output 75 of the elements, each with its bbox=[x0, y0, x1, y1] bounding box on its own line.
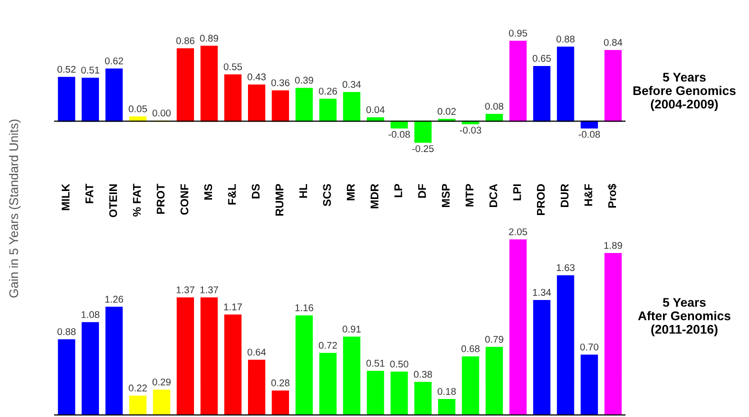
data-label: 0.05 bbox=[128, 105, 147, 112]
data-label: -0.03 bbox=[460, 126, 482, 134]
data-label: 0.08 bbox=[485, 102, 504, 110]
x-tick-label: Pro$ bbox=[608, 184, 617, 208]
data-label: 0.04 bbox=[366, 106, 385, 114]
data-label: 0.51 bbox=[81, 66, 100, 74]
data-label: -0.08 bbox=[578, 130, 600, 138]
x-tick-label: % FAT bbox=[132, 184, 141, 217]
data-label: 0.62 bbox=[105, 57, 124, 64]
data-label: 0.86 bbox=[176, 37, 194, 44]
x-tick-label: MDR bbox=[370, 184, 378, 208]
data-label: 0.00 bbox=[152, 110, 171, 116]
data-label: 0.28 bbox=[271, 379, 290, 386]
data-label: 2.05 bbox=[509, 228, 528, 236]
x-tick-label: LPI bbox=[513, 184, 521, 200]
data-label: 1.26 bbox=[105, 296, 124, 303]
x-tick-label: HL bbox=[299, 184, 308, 198]
data-label: 0.64 bbox=[248, 348, 266, 356]
data-label: 1.16 bbox=[295, 304, 314, 312]
data-label: 0.65 bbox=[532, 54, 551, 62]
data-label: 0.26 bbox=[318, 88, 337, 95]
x-tick-label: MTP bbox=[466, 184, 474, 206]
x-tick-label: DS bbox=[252, 184, 260, 198]
data-label: 0.79 bbox=[485, 336, 504, 343]
data-label: 1.63 bbox=[556, 264, 575, 272]
data-label: 0.39 bbox=[295, 76, 314, 84]
text: 5 Years Before Genomics (2004-2009) bbox=[633, 72, 736, 112]
y-axis-title: Gain in 5 Years (Standard Units) bbox=[8, 120, 21, 298]
data-label: 0.70 bbox=[580, 344, 598, 350]
x-tick-label: MSP bbox=[442, 184, 450, 207]
data-label: 0.91 bbox=[342, 326, 361, 333]
x-tick-label: MS bbox=[204, 184, 212, 200]
data-label: 0.95 bbox=[508, 30, 528, 37]
data-label: 1.37 bbox=[176, 286, 194, 294]
data-label: 0.88 bbox=[57, 328, 76, 336]
data-label: 0.02 bbox=[438, 108, 456, 115]
data-label: 0.22 bbox=[128, 384, 147, 392]
data-label: -0.08 bbox=[388, 130, 410, 138]
data-label: 0.88 bbox=[556, 36, 575, 42]
x-tick-label: PROT bbox=[156, 184, 165, 214]
text: 5 Years After Genomics (2011-2016) bbox=[638, 298, 730, 336]
data-label: 1.17 bbox=[224, 304, 242, 310]
x-tick-label: DUR bbox=[560, 184, 569, 207]
x-tick-label: DCA bbox=[489, 184, 498, 207]
data-label: 0.51 bbox=[366, 360, 384, 367]
data-label: 0.89 bbox=[200, 34, 218, 42]
data-label: 0.68 bbox=[461, 345, 480, 352]
data-label: 0.29 bbox=[152, 378, 171, 386]
data-label: 0.84 bbox=[604, 38, 622, 46]
x-tick-label: MILK bbox=[62, 184, 70, 210]
data-label: 0.50 bbox=[390, 360, 408, 368]
x-tick-label: MR bbox=[346, 184, 355, 200]
data-label: 0.72 bbox=[318, 342, 337, 349]
data-label: 1.08 bbox=[82, 311, 100, 318]
x-tick-label: CONF bbox=[180, 184, 188, 215]
x-tick-label: LP bbox=[394, 184, 402, 198]
data-label: 0.55 bbox=[224, 63, 242, 70]
data-label: 0.36 bbox=[271, 79, 290, 86]
data-label: 0.43 bbox=[248, 73, 266, 80]
x-tick-label: RUMP bbox=[276, 184, 284, 216]
data-label: 0.34 bbox=[342, 80, 361, 88]
data-label: 0.52 bbox=[57, 66, 76, 73]
data-label: -0.25 bbox=[412, 145, 434, 152]
x-tick-label: SCS bbox=[323, 184, 331, 206]
data-label: 0.38 bbox=[414, 370, 432, 378]
data-label: 1.89 bbox=[604, 242, 622, 249]
x-tick-label: DF bbox=[418, 184, 426, 198]
x-tick-label: F&L bbox=[228, 184, 236, 205]
data-label: 1.34 bbox=[533, 288, 551, 296]
data-label: 1.37 bbox=[200, 286, 218, 294]
x-tick-label: H&F bbox=[584, 184, 592, 206]
x-tick-label: PROD bbox=[536, 184, 545, 216]
data-label: 0.18 bbox=[438, 388, 456, 395]
x-tick-label: OTEIN bbox=[109, 184, 118, 218]
x-tick-label: FAT bbox=[86, 184, 94, 204]
